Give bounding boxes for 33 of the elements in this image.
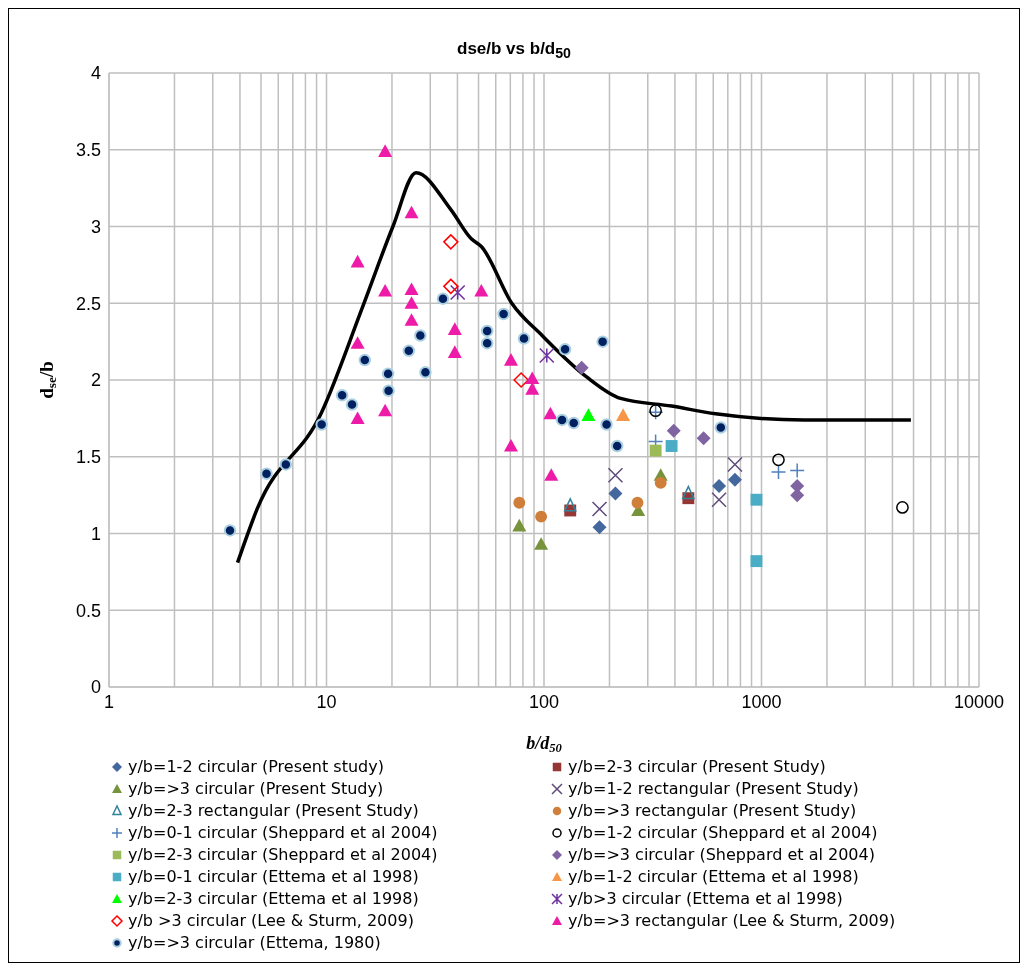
legend-label: y/b=2-3 circular (Present Study) (568, 757, 826, 776)
legend-label: y/b=1-2 circular (Ettema et al 1998) (568, 867, 859, 886)
y-tick-label: 4 (90, 63, 101, 84)
x-tick-label: 10000 (953, 691, 1005, 712)
legend-label: y/b=2-3 rectangular (Present Study) (128, 801, 419, 820)
legend-label: y/b=2-3 circular (Ettema et al 1998) (128, 889, 419, 908)
legend-label: y/b=>3 circular (Present Study) (128, 779, 384, 798)
x-axis-title: b/d$_{50}$ (526, 733, 563, 756)
chart-title: dse/b vs b/d$_{50}$ (456, 39, 572, 63)
legend-label: y/b=1-2 circular (Present study) (128, 757, 384, 776)
legend-label: y/b=1-2 rectangular (Present Study) (568, 779, 859, 798)
legend-label: y/b=1-2 circular (Sheppard et al 2004) (568, 823, 878, 842)
x-tick-label: 100 (528, 691, 560, 712)
legend-label: y/b=>3 circular (Sheppard et al 2004) (568, 845, 875, 864)
legend-label: y/b >3 circular (Lee & Sturm, 2009) (128, 911, 414, 930)
y-tick-label: 1.5 (75, 447, 101, 468)
y-tick-label: 3 (90, 216, 101, 237)
y-tick-label: 3.5 (75, 140, 101, 161)
y-tick-label: 2 (90, 370, 101, 391)
x-tick-label: 10 (316, 691, 337, 712)
legend-label: y/b=>3 circular (Ettema, 1980) (128, 933, 381, 952)
y-tick-label: 2.5 (75, 293, 101, 314)
legend-label: y/b=>3 rectangular (Lee & Sturm, 2009) (568, 911, 896, 930)
y-tick-label: 0 (90, 677, 101, 698)
legend-label: y/b=2-3 circular (Sheppard et al 2004) (128, 845, 438, 864)
legend-label: y/b=0-1 circular (Sheppard et al 2004) (128, 823, 438, 842)
legend-label: y/b=>3 rectangular (Present Study) (568, 801, 857, 820)
y-tick-label: 0.5 (75, 600, 101, 621)
legend-label: y/b=0-1 circular (Ettema et al 1998) (128, 867, 419, 886)
y-tick-label: 1 (90, 523, 101, 544)
x-tick-label: 1 (103, 691, 115, 712)
x-tick-label: 1000 (741, 691, 782, 712)
legend-label: y/b>3 circular (Ettema et al 1998) (568, 889, 843, 908)
